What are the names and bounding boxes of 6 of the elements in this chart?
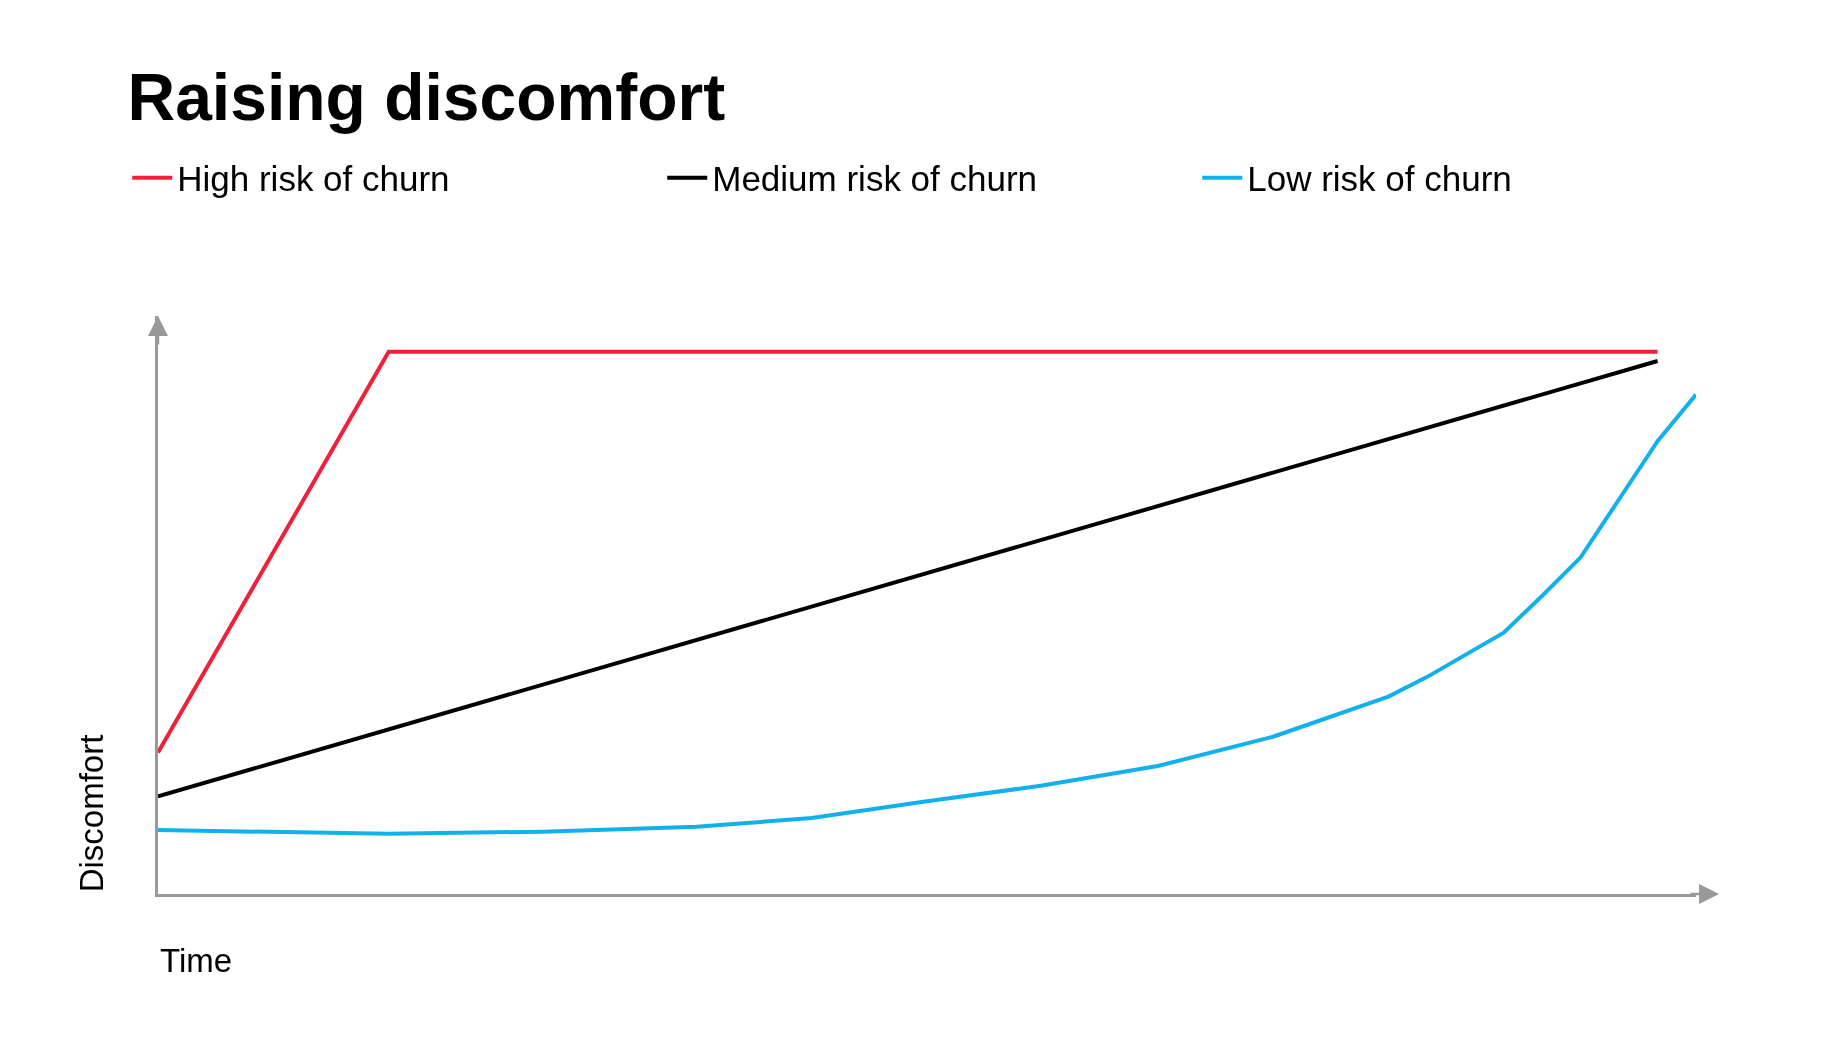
- chart-title: Raising discomfort: [127, 59, 726, 134]
- legend-label: High risk of churn: [177, 159, 450, 199]
- x-axis-title: Time: [160, 942, 233, 979]
- y-axis-title: Discomfort: [73, 734, 111, 893]
- legend-label: Low risk of churn: [1247, 159, 1512, 199]
- legend-label: Medium risk of churn: [712, 159, 1038, 199]
